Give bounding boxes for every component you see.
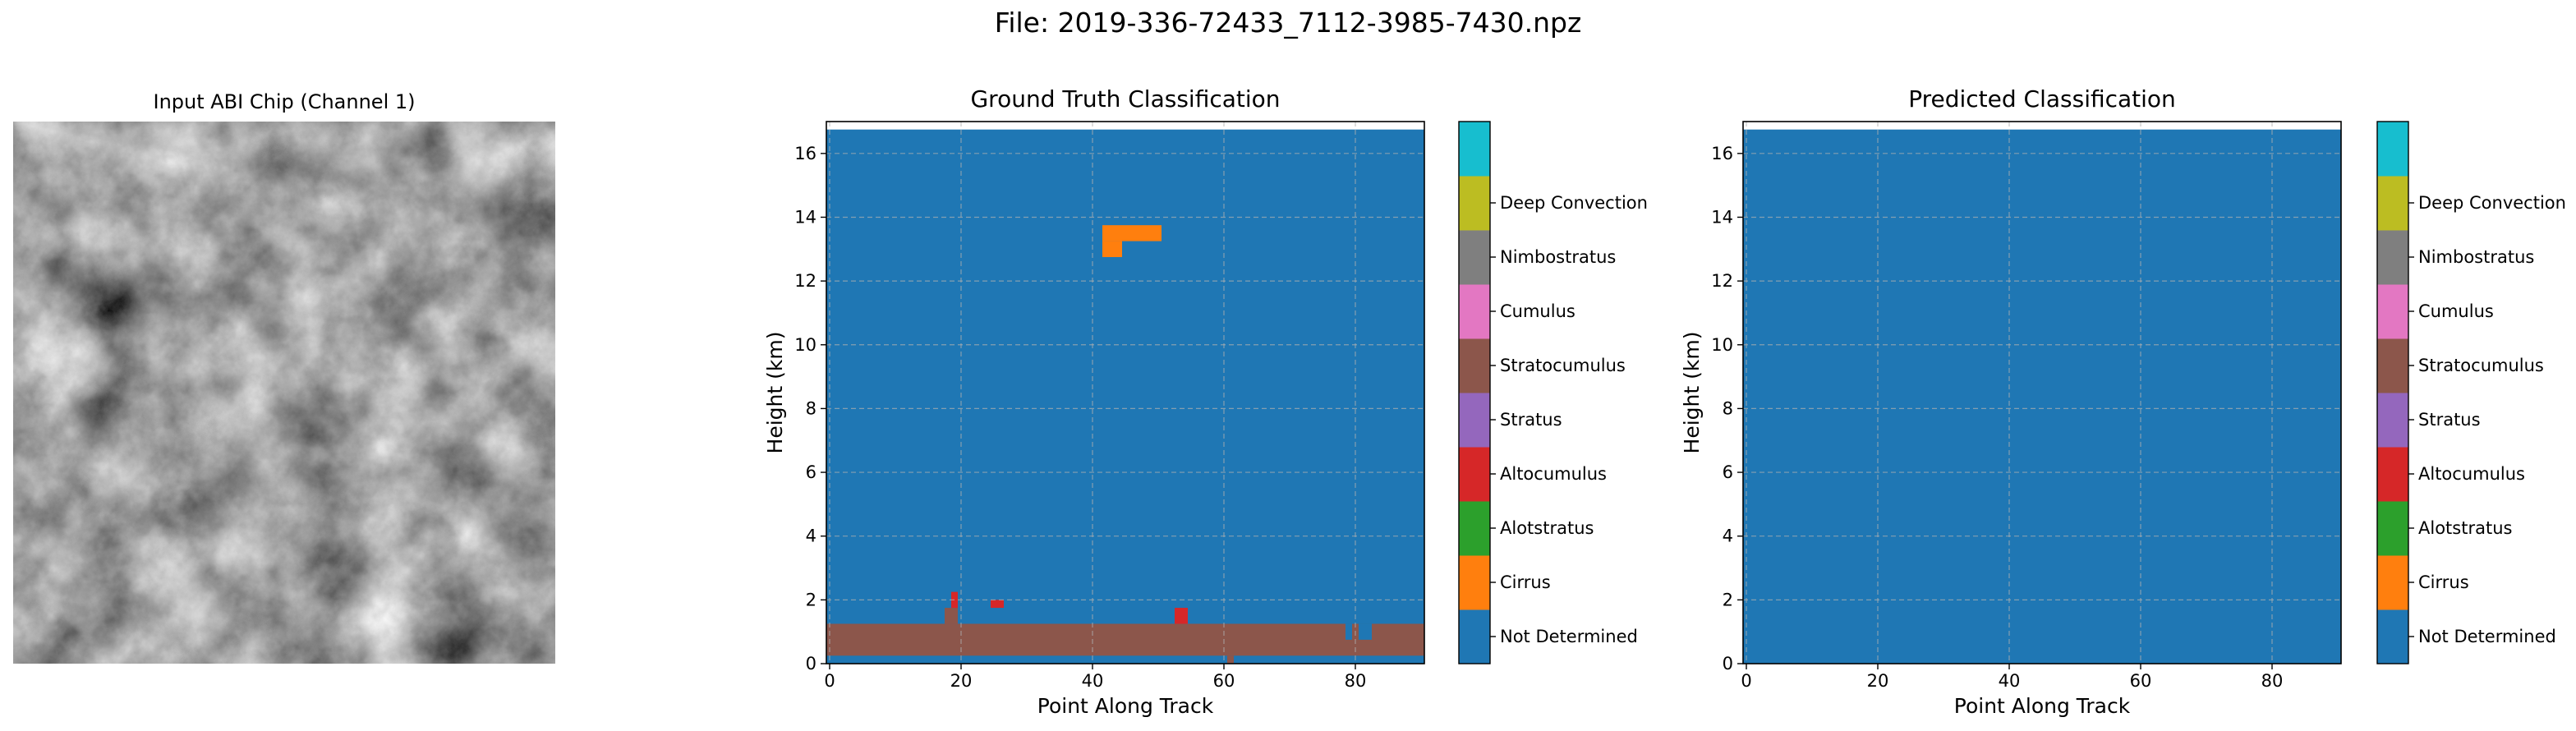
chart-0-y-tick-label: 8 — [806, 398, 816, 418]
abi-panel-title: Input ABI Chip (Channel 1) — [153, 90, 416, 113]
chart-0-y-tick-label: 4 — [806, 526, 816, 546]
chart-0-y-tick-label: 2 — [806, 590, 816, 609]
chart-0-cell-region-2 — [1227, 655, 1234, 664]
chart-0-y-tick-label: 6 — [806, 462, 816, 482]
chart-0-colorbar-swatch — [1459, 122, 1490, 177]
chart-0-colorbar-swatch — [1459, 447, 1490, 502]
chart-0-cell-region-1 — [945, 608, 958, 624]
chart-0-colorbar-swatch — [1459, 393, 1490, 448]
chart-0-x-tick-label: 40 — [1082, 671, 1104, 691]
chart-0-y-axis-label: Height (km) — [763, 332, 787, 454]
chart-0-colorbar-swatch — [1459, 176, 1490, 231]
chart-0-colorbar-frame — [1458, 121, 1491, 664]
chart-0-colorbar-label: Stratocumulus — [1500, 356, 1626, 375]
chart-0-colorbar-label: Alotstratus — [1500, 518, 1594, 538]
ground-truth-chart-title: Ground Truth Classification — [970, 85, 1281, 113]
chart-0-x-tick-label: 0 — [824, 671, 835, 691]
chart-0-colorbar-label: Not Determined — [1500, 627, 1638, 646]
figure-title: File: 2019-336-72433_7112-3985-7430.npz — [994, 7, 1582, 39]
chart-0-y-tick-label: 10 — [794, 335, 816, 355]
chart-0-cell-region-6 — [1346, 623, 1352, 640]
chart-0-cell-region-5 — [1175, 608, 1188, 624]
chart-0-cell-region-7 — [1359, 623, 1372, 640]
chart-0-colorbar-label: Deep Convection — [1500, 193, 1648, 213]
chart-0-colorbar-swatch — [1459, 555, 1490, 610]
chart-0-colorbar-label: Stratus — [1500, 410, 1562, 430]
chart-0-y-tick-label: 12 — [794, 271, 816, 291]
chart-0-colorbar-swatch — [1459, 609, 1490, 664]
chart-0-colorbar-swatch — [1459, 284, 1490, 339]
chart-0-x-tick-label: 60 — [1213, 671, 1235, 691]
chart-0-y-tick-label: 14 — [794, 207, 816, 227]
chart-0-x-tick-label: 80 — [1345, 671, 1367, 691]
predicted-chart-title: Predicted Classification — [1908, 85, 2176, 113]
chart-0-colorbar-swatch — [1459, 338, 1490, 393]
chart-0-x-axis-label: Point Along Track — [1037, 694, 1214, 718]
chart-0-x-tick-label: 20 — [950, 671, 973, 691]
chart-0-cell-region-9 — [1102, 241, 1122, 257]
chart-0-colorbar-label: Cirrus — [1500, 572, 1551, 592]
chart-0-background-cells — [826, 129, 1424, 664]
chart-0-y-tick-label: 16 — [794, 144, 816, 163]
abi-satellite-image — [13, 122, 555, 664]
chart-0-colorbar-swatch — [1459, 230, 1490, 285]
chart-0-cell-region-8 — [1102, 225, 1162, 241]
chart-0-colorbar-label: Cumulus — [1500, 301, 1576, 321]
chart-0-cell-region-0 — [826, 623, 1424, 656]
chart-0-y-tick-label: 0 — [806, 654, 816, 674]
chart-0-plot-frame — [826, 121, 1425, 664]
chart-0-colorbar-swatch — [1459, 501, 1490, 556]
chart-0-cell-region-4 — [991, 600, 1004, 609]
chart-0-colorbar-label: Nimbostratus — [1500, 247, 1616, 267]
chart-0-colorbar-label: Altocumulus — [1500, 464, 1607, 484]
